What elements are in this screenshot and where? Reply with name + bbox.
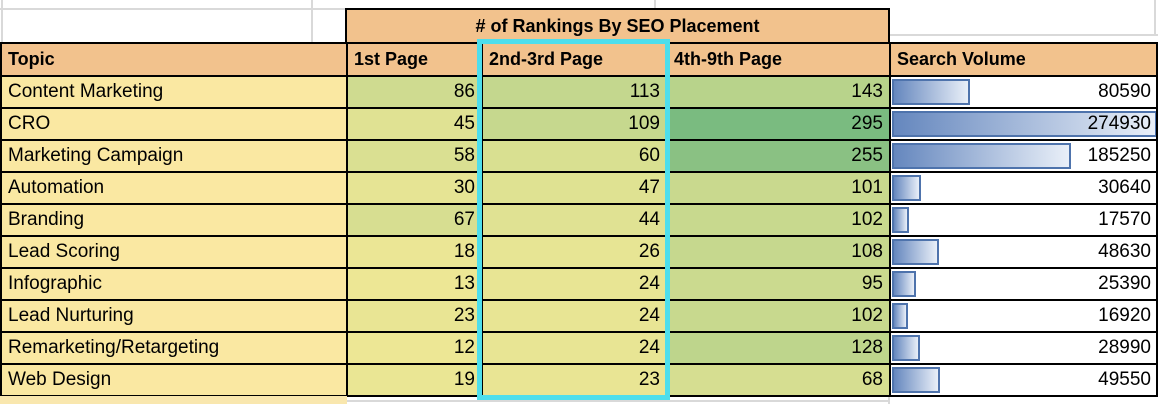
rankings-table: Topic 1st Page 2nd-3rd Page 4th-9th Page… bbox=[0, 42, 1158, 397]
cell-4th-9th-page[interactable]: 101 bbox=[666, 171, 891, 205]
table-row: Branding 67 44 102 17570 bbox=[0, 203, 1158, 237]
search-volume-data-bar bbox=[892, 367, 940, 393]
cell-2nd-3rd-page[interactable]: 47 bbox=[481, 171, 668, 205]
search-volume-data-bar bbox=[892, 143, 1071, 169]
search-volume-value: 48630 bbox=[1098, 241, 1151, 262]
cell-topic[interactable]: Remarketing/Retargeting bbox=[0, 331, 348, 365]
table-row: CRO 45 109 295 274930 bbox=[0, 107, 1158, 141]
search-volume-data-bar bbox=[892, 111, 1155, 137]
cell-search-volume[interactable]: 48630 bbox=[889, 235, 1158, 269]
gridline bbox=[347, 400, 890, 402]
table-row: Web Design 19 23 68 49550 bbox=[0, 363, 1158, 397]
table-row: Marketing Campaign 58 60 255 185250 bbox=[0, 139, 1158, 173]
cell-topic[interactable]: Lead Scoring bbox=[0, 235, 348, 269]
cell-topic[interactable]: Branding bbox=[0, 203, 348, 237]
cell-topic[interactable]: Web Design bbox=[0, 363, 348, 397]
table-title: # of Rankings By SEO Placement bbox=[475, 16, 760, 36]
cell-search-volume[interactable]: 30640 bbox=[889, 171, 1158, 205]
cell-2nd-3rd-page[interactable]: 24 bbox=[481, 299, 668, 333]
cell-search-volume[interactable]: 28990 bbox=[889, 331, 1158, 365]
cell-1st-page[interactable]: 12 bbox=[346, 331, 483, 365]
gridline bbox=[890, 34, 1158, 36]
gridline bbox=[0, 8, 345, 10]
search-volume-data-bar bbox=[892, 335, 920, 361]
cell-1st-page[interactable]: 18 bbox=[346, 235, 483, 269]
table-row: Remarketing/Retargeting 12 24 128 28990 bbox=[0, 331, 1158, 365]
search-volume-value: 30640 bbox=[1098, 177, 1151, 198]
cell-search-volume[interactable]: 80590 bbox=[889, 75, 1158, 109]
search-volume-value: 16920 bbox=[1098, 305, 1151, 326]
cell-4th-9th-page[interactable]: 128 bbox=[666, 331, 891, 365]
table-row: Content Marketing 86 113 143 80590 bbox=[0, 75, 1158, 109]
cell-search-volume[interactable]: 185250 bbox=[889, 139, 1158, 173]
cell-4th-9th-page[interactable]: 143 bbox=[666, 75, 891, 109]
search-volume-data-bar bbox=[892, 207, 909, 233]
search-volume-data-bar bbox=[892, 79, 970, 105]
search-volume-value: 49550 bbox=[1098, 369, 1151, 390]
cell-2nd-3rd-page[interactable]: 44 bbox=[481, 203, 668, 237]
cell-topic[interactable]: Lead Nurturing bbox=[0, 299, 348, 333]
table-title-cell[interactable]: # of Rankings By SEO Placement bbox=[345, 8, 890, 45]
cell-2nd-3rd-page[interactable]: 113 bbox=[481, 75, 668, 109]
gridline bbox=[888, 395, 890, 404]
header-4th-9th-page[interactable]: 4th-9th Page bbox=[666, 42, 891, 77]
cell-topic[interactable]: Marketing Campaign bbox=[0, 139, 348, 173]
gridline bbox=[1154, 0, 1156, 35]
cell-search-volume[interactable]: 274930 bbox=[889, 107, 1158, 141]
cell-2nd-3rd-page[interactable]: 24 bbox=[481, 267, 668, 301]
search-volume-value: 17570 bbox=[1098, 209, 1151, 230]
table-row: Lead Nurturing 23 24 102 16920 bbox=[0, 299, 1158, 333]
table-row: Automation 30 47 101 30640 bbox=[0, 171, 1158, 205]
cell-topic[interactable]: CRO bbox=[0, 107, 348, 141]
cell-4th-9th-page[interactable]: 102 bbox=[666, 203, 891, 237]
cell-2nd-3rd-page[interactable]: 26 bbox=[481, 235, 668, 269]
search-volume-data-bar bbox=[892, 175, 922, 201]
cell-search-volume[interactable]: 17570 bbox=[889, 203, 1158, 237]
search-volume-value: 80590 bbox=[1098, 81, 1151, 102]
gridline bbox=[654, 0, 656, 8]
table-row: Infographic 13 24 95 25390 bbox=[0, 267, 1158, 301]
search-volume-value: 185250 bbox=[1087, 145, 1151, 166]
partial-next-row-cell[interactable] bbox=[0, 396, 347, 404]
cell-4th-9th-page[interactable]: 295 bbox=[666, 107, 891, 141]
search-volume-value: 274930 bbox=[1087, 113, 1151, 134]
search-volume-data-bar bbox=[892, 239, 939, 265]
cell-topic[interactable]: Automation bbox=[0, 171, 348, 205]
cell-2nd-3rd-page[interactable]: 60 bbox=[481, 139, 668, 173]
cell-1st-page[interactable]: 67 bbox=[346, 203, 483, 237]
cell-4th-9th-page[interactable]: 108 bbox=[666, 235, 891, 269]
cell-2nd-3rd-page[interactable]: 109 bbox=[481, 107, 668, 141]
cell-1st-page[interactable]: 19 bbox=[346, 363, 483, 397]
search-volume-data-bar bbox=[892, 303, 909, 329]
header-2nd-3rd-page[interactable]: 2nd-3rd Page bbox=[481, 42, 668, 77]
cell-4th-9th-page[interactable]: 95 bbox=[666, 267, 891, 301]
cell-2nd-3rd-page[interactable]: 23 bbox=[481, 363, 668, 397]
cell-search-volume[interactable]: 16920 bbox=[889, 299, 1158, 333]
gridline bbox=[311, 0, 313, 42]
cell-1st-page[interactable]: 23 bbox=[346, 299, 483, 333]
header-1st-page[interactable]: 1st Page bbox=[346, 42, 483, 77]
cell-1st-page[interactable]: 13 bbox=[346, 267, 483, 301]
cell-search-volume[interactable]: 25390 bbox=[889, 267, 1158, 301]
cell-search-volume[interactable]: 49550 bbox=[889, 363, 1158, 397]
cell-1st-page[interactable]: 86 bbox=[346, 75, 483, 109]
cell-1st-page[interactable]: 45 bbox=[346, 107, 483, 141]
cell-4th-9th-page[interactable]: 102 bbox=[666, 299, 891, 333]
cell-4th-9th-page[interactable]: 68 bbox=[666, 363, 891, 397]
header-search-volume[interactable]: Search Volume bbox=[889, 42, 1158, 77]
gridline bbox=[1, 0, 3, 42]
cell-topic[interactable]: Content Marketing bbox=[0, 75, 348, 109]
search-volume-value: 25390 bbox=[1098, 273, 1151, 294]
cell-4th-9th-page[interactable]: 255 bbox=[666, 139, 891, 173]
cell-topic[interactable]: Infographic bbox=[0, 267, 348, 301]
cell-1st-page[interactable]: 58 bbox=[346, 139, 483, 173]
cell-1st-page[interactable]: 30 bbox=[346, 171, 483, 205]
header-topic[interactable]: Topic bbox=[0, 42, 348, 77]
table-row: Lead Scoring 18 26 108 48630 bbox=[0, 235, 1158, 269]
cell-2nd-3rd-page[interactable]: 24 bbox=[481, 331, 668, 365]
header-row: Topic 1st Page 2nd-3rd Page 4th-9th Page… bbox=[0, 42, 1158, 77]
search-volume-value: 28990 bbox=[1098, 337, 1151, 358]
search-volume-data-bar bbox=[892, 271, 917, 297]
